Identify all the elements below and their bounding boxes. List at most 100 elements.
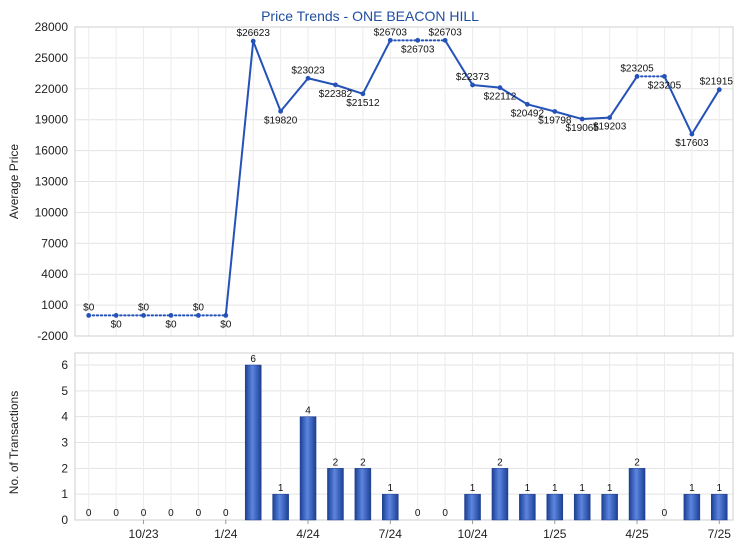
- bar: [519, 493, 536, 521]
- data-label: $19820: [264, 115, 298, 126]
- bar-value-label: 0: [223, 508, 229, 519]
- data-label: $22112: [484, 92, 517, 103]
- x-tick-label: 10/23: [129, 527, 159, 541]
- bar: [464, 493, 481, 521]
- y-tick-label: 0: [61, 513, 68, 527]
- y-tick-label: 4000: [41, 267, 68, 281]
- data-label: $26623: [237, 28, 271, 39]
- y-tick-label: 5: [61, 384, 68, 398]
- bar-value-label: 0: [415, 508, 421, 519]
- line-segment: [279, 77, 310, 113]
- bar-value-label: 1: [388, 483, 394, 494]
- data-label: $26703: [428, 27, 462, 38]
- line-segment: [444, 39, 474, 86]
- bar: [601, 493, 618, 521]
- data-label: $26703: [401, 44, 435, 55]
- line-segment: [581, 116, 611, 121]
- line-segment: [307, 77, 337, 86]
- data-label: $23023: [291, 65, 325, 76]
- y-axis-label: No. of Transactions: [7, 391, 21, 494]
- line-point: [333, 82, 338, 88]
- x-tick-label: 7/24: [379, 527, 403, 541]
- data-label: $23205: [648, 80, 682, 91]
- x-tick-label: 1/25: [543, 527, 567, 541]
- line-point: [387, 37, 393, 43]
- x-tick-label: 4/24: [296, 527, 320, 541]
- bar: [272, 493, 289, 521]
- data-label: $22382: [319, 89, 353, 100]
- line-point: [195, 313, 201, 318]
- line-point: [497, 85, 503, 91]
- line-segment: [553, 110, 584, 121]
- y-tick-label: 3: [61, 436, 68, 450]
- data-label: $19203: [593, 122, 627, 133]
- line-point: [689, 131, 695, 137]
- bar-plot-border: [74, 352, 734, 521]
- line-segment: [498, 86, 529, 106]
- bar-value-label: 2: [360, 457, 366, 468]
- y-tick-label: 19000: [35, 113, 69, 127]
- line-point: [278, 108, 284, 114]
- line-point: [579, 116, 585, 122]
- bar-value-label: 6: [250, 354, 256, 365]
- bar-value-label: 1: [278, 483, 284, 494]
- bar-value-label: 0: [662, 508, 668, 519]
- line-point: [86, 313, 92, 318]
- bar: [244, 364, 262, 521]
- bar-value-label: 0: [196, 508, 202, 519]
- bar: [299, 416, 317, 521]
- data-label: $0: [83, 302, 95, 313]
- y-tick-label: 6: [61, 358, 68, 372]
- line-point: [223, 313, 229, 318]
- line-segment: [663, 75, 693, 136]
- bar-value-label: 0: [141, 508, 147, 519]
- y-tick-label: 2: [61, 461, 68, 475]
- y-tick-label: 7000: [41, 236, 68, 250]
- data-label: $0: [138, 302, 150, 313]
- data-label: $19798: [538, 115, 572, 126]
- line-point: [250, 38, 256, 44]
- x-tick-label: 7/25: [708, 527, 732, 541]
- bar-value-label: 1: [525, 483, 531, 494]
- y-tick-label: 25000: [35, 51, 69, 65]
- data-label: $21512: [346, 98, 380, 109]
- bar-value-label: 0: [86, 508, 92, 519]
- y-axis-label: Average Price: [7, 144, 21, 219]
- line-segment: [526, 103, 556, 113]
- line-segment: [361, 39, 392, 95]
- line-point: [662, 73, 667, 79]
- bar: [573, 493, 591, 521]
- y-tick-label: -2000: [37, 329, 68, 343]
- bar: [628, 468, 646, 521]
- data-label: $0: [220, 319, 232, 330]
- line-point: [552, 109, 558, 114]
- y-tick-label: 22000: [35, 82, 69, 96]
- line-point: [524, 101, 530, 107]
- y-tick-label: 13000: [35, 175, 69, 189]
- y-tick-label: 10000: [35, 205, 69, 219]
- data-label: $20492: [511, 108, 545, 119]
- transactions-bar-chart: 0 1 2 3 4 5 6 No. of Transactions 0 0 0 0 0 0 6 1 4 2 2 1 0 0…: [7, 352, 734, 541]
- line-point: [415, 37, 421, 43]
- bar-value-label: 1: [689, 483, 695, 494]
- data-label: $21915: [700, 77, 734, 88]
- bar-value-label: 1: [607, 483, 613, 494]
- y-tick-label: 1000: [41, 298, 68, 312]
- data-label: $0: [193, 302, 205, 313]
- bar-value-label: 4: [305, 406, 311, 417]
- bar-value-label: 2: [634, 457, 640, 468]
- line-point: [168, 313, 174, 318]
- data-label: $23205: [620, 63, 654, 74]
- bar-value-label: 2: [333, 457, 339, 468]
- bar-value-label: 2: [497, 457, 503, 468]
- line-segment: [224, 40, 255, 317]
- line-point: [634, 73, 640, 79]
- bar: [382, 493, 399, 521]
- x-tick-label: 10/24: [458, 527, 488, 541]
- line-segment: [471, 83, 501, 89]
- bar-value-label: 1: [717, 483, 723, 494]
- bar: [354, 468, 372, 521]
- line-point: [305, 75, 311, 81]
